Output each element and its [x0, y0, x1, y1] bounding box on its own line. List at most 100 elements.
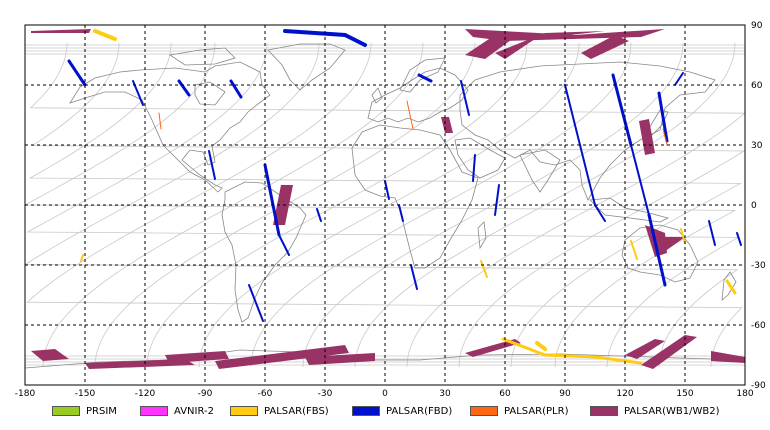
orbit-track — [198, 42, 580, 368]
legend-label-palsar-plr: PALSAR(PLR) — [504, 405, 569, 417]
legend-label-palsar-fbd: PALSAR(FBD) — [386, 405, 453, 417]
legend-label-palsar-fbs: PALSAR(FBS) — [264, 405, 329, 417]
legend-swatch-palsar-wb — [590, 406, 618, 416]
wb-swath — [165, 351, 229, 363]
x-tick-label: 180 — [736, 389, 753, 399]
wb-swath — [711, 351, 745, 363]
legend-item-palsar-wb: PALSAR(WB1/WB2) — [590, 404, 720, 418]
fbs-track — [480, 260, 488, 278]
legend: PRSIM AVNIR-2 PALSAR(FBS) PALSAR(FBD) PA… — [0, 400, 770, 422]
x-tick-label: 30 — [439, 389, 451, 399]
legend-swatch-palsar-fbd — [352, 406, 380, 416]
fbd-track — [410, 264, 418, 290]
fbd-track — [417, 73, 433, 83]
legend-item-palsar-fbs: PALSAR(FBS) — [230, 404, 329, 418]
x-tick-label: -180 — [15, 389, 36, 399]
fbd-track — [657, 91, 669, 143]
wb-swath — [655, 237, 685, 257]
fbs-track — [630, 240, 638, 260]
fbd-track — [278, 234, 290, 256]
plr-track — [406, 100, 414, 130]
coast-greenland — [267, 43, 346, 91]
coast-arabia — [454, 137, 506, 179]
fbd-track — [229, 79, 243, 99]
x-tick-label: -90 — [198, 389, 213, 399]
fbs-track — [501, 337, 643, 365]
coverage-map: -180 -150 -120 -90 -60 -30 0 30 60 90 120 150 180 90… — [15, 21, 766, 399]
wb-swath — [31, 349, 69, 361]
x-tick-label: 0 — [382, 389, 388, 399]
y-tick-label: 0 — [751, 201, 757, 211]
legend-label-prsim: PRSIM — [86, 405, 117, 417]
wb-swath — [639, 119, 655, 155]
wb-swath — [441, 117, 453, 133]
x-tick-label: 150 — [676, 389, 693, 399]
x-tick-label: -60 — [258, 389, 273, 399]
coast-indonesia — [589, 197, 670, 223]
fbs-track — [725, 279, 737, 295]
fbd-track — [460, 80, 470, 116]
x-tick-label: 60 — [499, 389, 511, 399]
wb-swath — [465, 339, 521, 357]
legend-swatch-palsar-fbs — [230, 406, 258, 416]
orbit-track — [354, 42, 736, 368]
fbs-track — [80, 254, 84, 262]
y-tick-label: 30 — [751, 141, 763, 151]
fbd-track — [208, 150, 216, 180]
legend-swatch-avnir2 — [140, 406, 168, 416]
fbd-track — [316, 208, 322, 222]
y-tick-label: -90 — [751, 381, 766, 391]
fbs-track — [535, 341, 547, 351]
y-tick-label: -60 — [751, 321, 766, 331]
map-frame — [24, 24, 746, 386]
coast-scandinavia — [399, 57, 446, 93]
y-tick-label: -30 — [751, 261, 766, 271]
grid-lines — [25, 25, 745, 385]
plr-track — [158, 112, 162, 130]
coast-britain — [371, 87, 383, 104]
legend-swatch-prsim — [52, 406, 80, 416]
wb-swath — [215, 345, 349, 369]
plr-track — [662, 128, 668, 146]
fbd-track — [708, 220, 716, 246]
wb-swath — [495, 31, 605, 59]
fbd-track — [611, 73, 633, 147]
x-tick-label: 90 — [559, 389, 571, 399]
y-tick-label: 90 — [751, 21, 763, 31]
x-tick-label: 120 — [616, 389, 633, 399]
fbs-track — [93, 29, 117, 41]
fbd-track — [674, 72, 684, 86]
fbd-track — [630, 144, 650, 216]
coast-madagascar — [477, 221, 487, 250]
wb-swath — [581, 35, 629, 59]
fbd-track — [177, 79, 191, 97]
fbd-track — [494, 184, 500, 216]
coast-arctic-islands — [168, 47, 236, 66]
fbd-track — [248, 284, 264, 322]
wb-swath — [31, 29, 91, 33]
wb-swath — [641, 335, 697, 369]
fbd-track — [283, 29, 367, 47]
fbd-track — [736, 232, 742, 246]
fbd-track — [647, 213, 667, 287]
coast-north-america — [69, 61, 271, 193]
legend-item-palsar-plr: PALSAR(PLR) — [470, 404, 568, 418]
legend-item-prsim: PRSIM — [52, 404, 117, 418]
x-tick-label: -150 — [75, 389, 96, 399]
legend-label-palsar-wb: PALSAR(WB1/WB2) — [624, 405, 720, 417]
x-axis-ticks: -180 -150 -120 -90 -60 -30 0 30 60 90 120 150 180 — [15, 389, 754, 399]
swath-layer — [31, 29, 745, 369]
legend-item-palsar-fbd: PALSAR(FBD) — [352, 404, 452, 418]
fbs-track — [680, 228, 686, 244]
fbd-track — [263, 163, 281, 237]
wb-swath — [465, 35, 515, 59]
y-tick-label: 60 — [751, 81, 763, 91]
legend-label-avnir2: AVNIR-2 — [174, 405, 214, 417]
coast-europe — [367, 67, 469, 123]
wb-swath — [305, 353, 375, 365]
fbd-track — [398, 204, 404, 222]
x-tick-label: -120 — [135, 389, 156, 399]
wb-swath — [625, 339, 665, 359]
coast-asia — [459, 61, 716, 201]
legend-item-avnir2: AVNIR-2 — [140, 404, 214, 418]
